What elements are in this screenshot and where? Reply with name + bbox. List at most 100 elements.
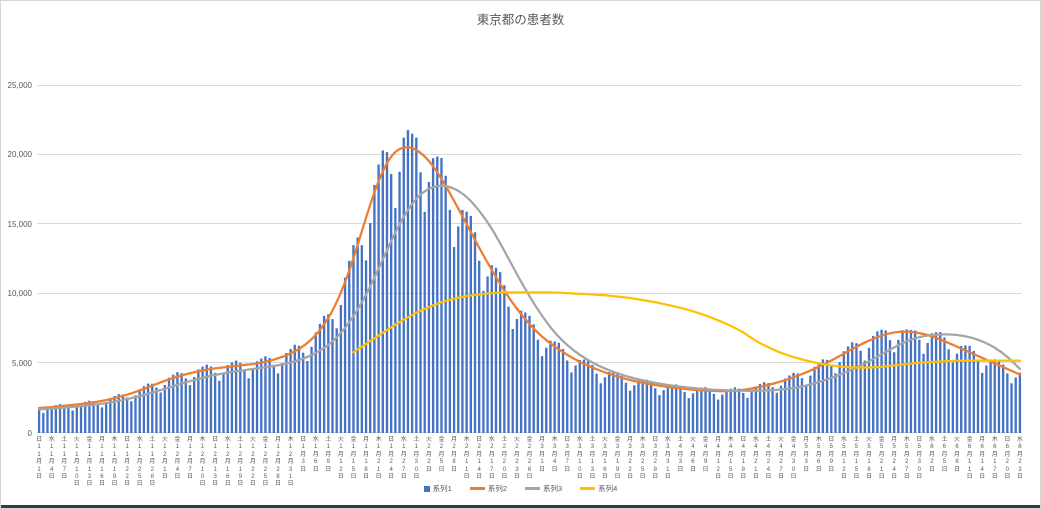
x-axis-tick-label: 水 1 1 月 4 日 — [48, 437, 55, 481]
x-axis-tick-label: 火 6 月 8 日 — [954, 437, 961, 473]
x-axis-tick-label: 木 1 1 月 1 9 日 — [111, 437, 118, 488]
x-axis-tick-label: 金 6 月 1 1 日 — [966, 437, 973, 481]
x-axis-tick-label: 火 1 2 月 1 日 — [161, 437, 168, 481]
x-axis-tick-label: 水 1 1 月 2 5 日 — [136, 437, 143, 488]
x-axis-tick-label: 土 5 月 1 5 日 — [853, 437, 860, 481]
x-axis-tick-label: 水 6 月 2 日 — [928, 437, 935, 473]
x-axis-tick-label: 水 4 月 2 1 日 — [752, 437, 759, 481]
chart-title: 東京都の患者数 — [476, 13, 565, 27]
x-axis-tick-label: 土 4 月 2 4 日 — [765, 437, 772, 481]
y-axis-tick-label: 10,000 — [7, 289, 32, 299]
x-axis-tick-label: 火 2 月 2 日 — [425, 437, 432, 473]
chart-legend: 系列1 系列2 系列3 系列4 — [1, 483, 1040, 494]
legend-label: 系列3 — [543, 484, 563, 493]
y-axis-tick-label: 15,000 — [7, 219, 32, 229]
x-axis-tick-label: 土 6 月 5 日 — [941, 437, 948, 473]
x-axis-tick-label: 月 2 月 8 日 — [451, 437, 458, 473]
x-axis-tick-label: 日 6 月 2 0 日 — [1004, 437, 1011, 481]
x-axis-tick-label: 火 1 月 1 2 日 — [337, 437, 344, 481]
x-axis-tick-label: 木 3 月 2 5 日 — [639, 437, 646, 481]
x-axis-tick-label: 月 4 月 1 2 日 — [715, 437, 722, 481]
y-axis-tick-label: 5,000 — [11, 358, 32, 368]
x-axis-tick-label: 金 1 月 1 5 日 — [350, 437, 357, 481]
x-axis-tick-label: 木 1 月 2 1 日 — [375, 437, 382, 481]
x-axis-tick-label: 月 1 2 月 2 8 日 — [274, 437, 281, 488]
x-axis-tick-label: 木 1 2 月 3 1 日 — [287, 437, 294, 488]
x-axis-tick-label: 金 3 月 1 9 日 — [614, 437, 621, 481]
x-axis-tick-label: 土 1 月 3 0 日 — [413, 437, 420, 481]
x-axis-tick-label: 金 1 2 月 4 日 — [174, 437, 181, 481]
x-axis-tick-label: 月 1 2 月 7 日 — [186, 437, 193, 481]
legend-line-swatch-icon — [525, 487, 540, 490]
x-axis-tick-label: 金 1 1 月 1 3 日 — [86, 437, 93, 488]
x-axis-tick-label: 木 4 月 1 5 日 — [727, 437, 734, 481]
x-axis-tick-label: 土 4 月 3 日 — [677, 437, 684, 473]
x-axis-tick-label: 金 4 月 3 0 日 — [790, 437, 797, 481]
x-axis-tick-label: 木 6 月 1 7 日 — [991, 437, 998, 481]
x-axis-tick-label: 日 3 月 2 8 日 — [652, 437, 659, 481]
x-axis-tick-label: 火 1 2 月 2 2 日 — [249, 437, 256, 488]
x-axis-tick-label: 火 4 月 2 7 日 — [777, 437, 784, 481]
x-axis-tick-label: 日 1 1 月 2 2 日 — [124, 437, 131, 488]
x-axis-tick-label: 日 2 月 1 4 日 — [476, 437, 483, 481]
x-axis-tick-label: 木 3 月 4 日 — [551, 437, 558, 473]
x-axis-tick-label: 日 5 月 9 日 — [828, 437, 835, 473]
x-axis-tick-label: 水 3 月 1 0 日 — [576, 437, 583, 481]
legend-label: 系列2 — [487, 484, 507, 493]
x-axis-tick-label: 月 5 月 2 4 日 — [891, 437, 898, 481]
x-axis-tick-label: 月 1 1 月 1 6 日 — [98, 437, 105, 488]
legend-item-系列4[interactable]: 系列4 — [578, 483, 620, 494]
x-axis-tick-label: 日 1 月 2 4 日 — [388, 437, 395, 481]
x-axis-tick-label: 日 1 2 月 1 3 日 — [212, 437, 219, 488]
legend-line-swatch-icon — [580, 487, 596, 490]
x-axis-tick-label: 木 5 月 6 日 — [815, 437, 822, 473]
x-axis-tick-label: 金 2 月 5 日 — [438, 437, 445, 473]
x-axis-tick-label: 日 1 月 3 日 — [300, 437, 307, 473]
x-axis-tick-label: 水 1 月 2 7 日 — [400, 437, 407, 481]
x-axis-tick-label: 土 1 月 9 日 — [325, 437, 332, 473]
x-axis-tick-label: 土 3 月 1 3 日 — [589, 437, 596, 481]
x-axis-tick-label: 水 5 月 1 2 日 — [840, 437, 847, 481]
legend-line-swatch-icon — [469, 487, 485, 490]
x-axis-tick-label: 木 2 月 1 1 日 — [463, 437, 470, 481]
legend-item-系列3[interactable]: 系列3 — [523, 483, 565, 494]
legend-label: 系列1 — [432, 484, 452, 493]
x-axis-tick-label: 月 6 月 1 4 日 — [979, 437, 986, 481]
window-bottom-edge — [1, 505, 1040, 508]
x-axis-tick-label: 土 1 2 月 1 9 日 — [237, 437, 244, 488]
x-axis-tick-label: 水 1 2 月 1 6 日 — [224, 437, 231, 488]
x-axis-tick-label: 火 1 1 月 1 0 日 — [73, 437, 80, 488]
chart-plot-canvas — [37, 85, 1022, 433]
x-axis-tick-label: 火 3 月 1 6 日 — [601, 437, 608, 481]
y-axis-tick-label: 25,000 — [7, 80, 32, 90]
x-axis-tick-label: 木 1 2 月 1 0 日 — [199, 437, 206, 488]
x-axis-tick-label: 土 2 月 2 0 日 — [501, 437, 508, 481]
y-axis-tick-label: 0 — [27, 428, 32, 438]
x-axis-tick-label: 日 3 月 7 日 — [564, 437, 571, 473]
x-axis-tick-label: 金 2 月 2 6 日 — [526, 437, 533, 481]
x-axis-tick-label: 月 5 月 3 日 — [803, 437, 810, 473]
x-axis-tick-label: 水 1 月 6 日 — [312, 437, 319, 473]
x-axis-tick-label: 水 3 月 3 1 日 — [664, 437, 671, 481]
x-axis-tick-label: 月 3 月 1 日 — [539, 437, 546, 473]
legend-item-系列1[interactable]: 系列1 — [421, 483, 454, 494]
x-axis-tick-label: 月 3 月 2 2 日 — [627, 437, 634, 481]
legend-bar-swatch-icon — [423, 485, 430, 492]
y-axis-tick-label: 20,000 — [7, 150, 32, 160]
x-axis-tick-label: 月 1 月 1 8 日 — [363, 437, 370, 481]
x-axis-tick-label: 金 5 月 2 1 日 — [878, 437, 885, 481]
x-axis-tick-label: 日 4 月 1 8 日 — [740, 437, 747, 481]
x-axis-tick-label: 水 6 月 2 3 日 — [1016, 437, 1023, 481]
legend-label: 系列4 — [598, 484, 618, 493]
legend-item-系列2[interactable]: 系列2 — [467, 483, 509, 494]
x-axis-tick-label: 金 1 2 月 2 5 日 — [262, 437, 269, 488]
x-axis-tick-label: 日 5 月 3 0 日 — [916, 437, 923, 481]
x-axis-tick-label: 土 1 1 月 7 日 — [61, 437, 68, 481]
x-axis-tick-label: 木 5 月 2 7 日 — [903, 437, 910, 481]
x-axis-tick-label: 金 4 月 9 日 — [702, 437, 709, 473]
x-axis-tick-label: 火 2 月 2 3 日 — [513, 437, 520, 481]
x-axis-tick-label: 水 2 月 1 7 日 — [488, 437, 495, 481]
x-axis-tick-label: 火 5 月 1 8 日 — [865, 437, 872, 481]
x-axis-tick-label: 土 1 1 月 2 8 日 — [149, 437, 156, 488]
